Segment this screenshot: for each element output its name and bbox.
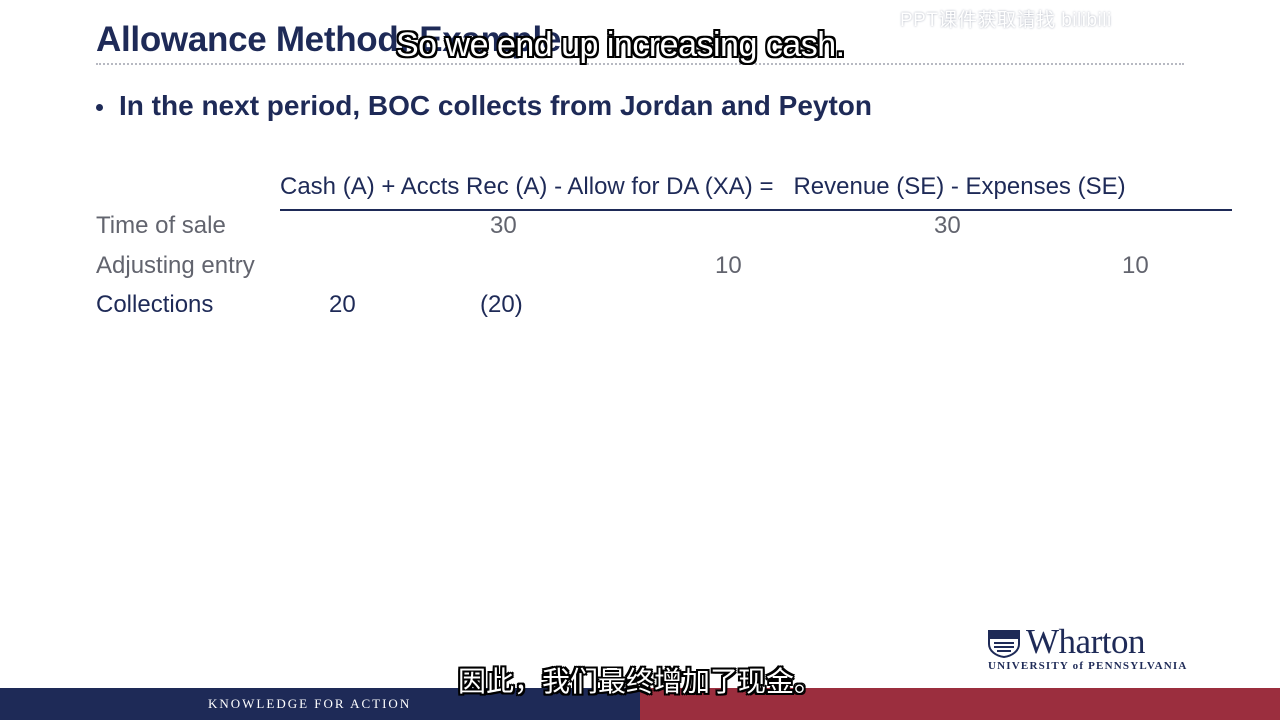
cell-time-of-sale-accts-rec: 30 bbox=[490, 212, 517, 239]
bullet-icon bbox=[96, 103, 103, 111]
row-label-collections: Collections bbox=[96, 291, 214, 318]
cell-adjusting-entry-allow-da: 10 bbox=[715, 252, 742, 279]
cell-adjusting-entry-expenses: 10 bbox=[1122, 252, 1149, 279]
cell-time-of-sale-revenue: 30 bbox=[934, 212, 961, 239]
cell-collections-cash: 20 bbox=[329, 291, 356, 318]
row-label-time-of-sale: Time of sale bbox=[96, 212, 226, 239]
footer-tagline: KNOWLEDGE FOR ACTION bbox=[208, 696, 412, 711]
caption-english: So we end up increasing cash. bbox=[396, 26, 845, 64]
shield-icon bbox=[988, 630, 1020, 658]
title-divider bbox=[96, 63, 1184, 65]
slide-title: Allowance Method: Example bbox=[96, 20, 562, 59]
caption-chinese: 因此，我们最终增加了现金。 bbox=[458, 665, 823, 698]
cell-collections-accts-rec: (20) bbox=[480, 291, 523, 318]
bullet-text: In the next period, BOC collects from Jo… bbox=[119, 90, 873, 121]
bullet-point: In the next period, BOC collects from Jo… bbox=[96, 90, 872, 122]
equation-underline bbox=[280, 209, 1232, 211]
logo-subtitle: UNIVERSITY of PENNSYLVANIA bbox=[988, 660, 1188, 672]
footer-bar-right bbox=[640, 688, 1280, 720]
logo-name: Wharton bbox=[1026, 622, 1145, 661]
equation-header: Cash (A) + Accts Rec (A) - Allow for DA … bbox=[280, 173, 1126, 200]
row-label-adjusting-entry: Adjusting entry bbox=[96, 252, 255, 279]
footer-bar-left: KNOWLEDGE FOR ACTION bbox=[0, 688, 640, 720]
watermark: PPT课件获取请找 bilibili bbox=[900, 10, 1112, 31]
